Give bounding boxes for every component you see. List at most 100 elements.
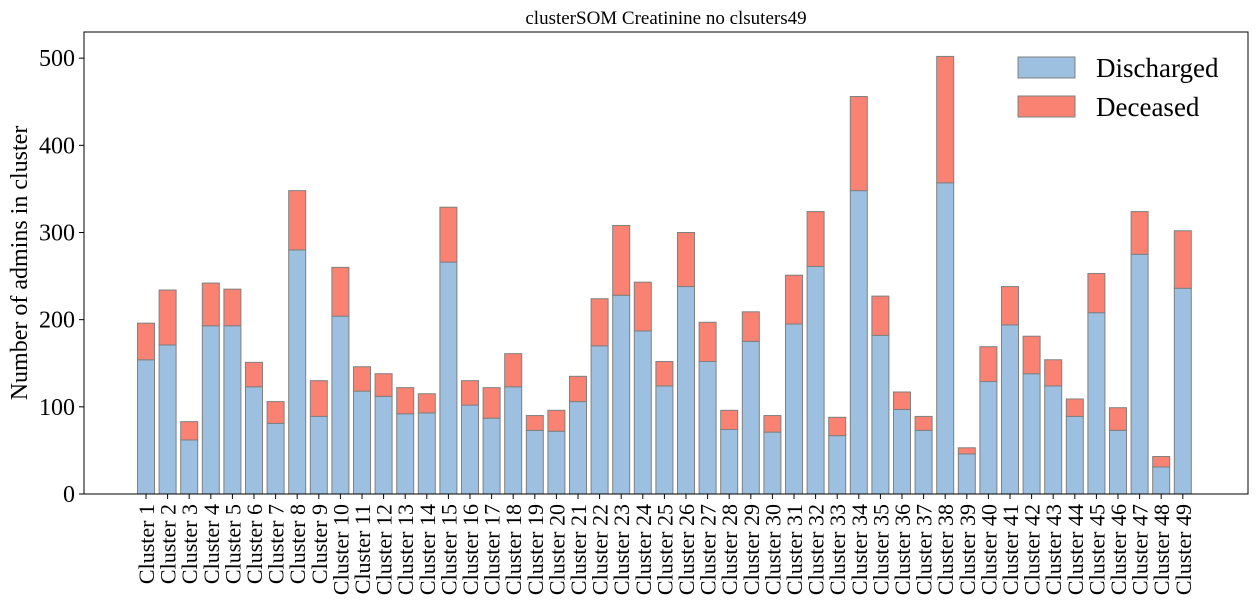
bar-discharged-38 [936, 182, 955, 495]
bar-discharged-3 [180, 439, 199, 495]
bar-deceased-35 [871, 295, 890, 336]
x-tick-label: Cluster 48 [1149, 504, 1174, 595]
x-tick-label: Cluster 8 [285, 504, 310, 584]
x-tick-label: Cluster 18 [501, 504, 526, 595]
x-tick-label: Cluster 20 [544, 504, 569, 595]
bar-deceased-46 [1109, 407, 1127, 431]
bar-discharged-31 [785, 323, 803, 495]
bar-discharged-29 [741, 340, 760, 495]
x-tick-label: Cluster 25 [652, 504, 677, 595]
x-tick-label: Cluster 46 [1106, 504, 1131, 595]
bar-discharged-18 [504, 386, 523, 495]
bar-discharged-13 [396, 413, 415, 495]
bar-deceased-27 [698, 321, 717, 363]
bar-discharged-14 [417, 412, 436, 495]
x-tick-label: Cluster 5 [220, 504, 245, 584]
x-tick-label: Cluster 24 [631, 504, 656, 595]
x-tick-label: Cluster 33 [825, 504, 850, 595]
bar-discharged-34 [849, 190, 868, 495]
x-tick-label: Cluster 12 [372, 504, 397, 595]
bar-discharged-17 [482, 417, 501, 495]
bar-discharged-49 [1173, 287, 1192, 495]
bar-deceased-19 [525, 415, 544, 431]
bar-deceased-5 [223, 288, 242, 327]
bar-deceased-28 [720, 409, 739, 431]
bar-deceased-14 [417, 393, 436, 414]
x-tick-label: Cluster 49 [1171, 504, 1196, 595]
chart-title: clusterSOM Creatinine no clsuters49 [525, 8, 806, 29]
bar-deceased-22 [590, 298, 609, 347]
bar-discharged-1 [137, 359, 155, 495]
bar-discharged-36 [893, 408, 911, 495]
plot-area [137, 55, 1192, 495]
bar-discharged-43 [1044, 385, 1063, 495]
bar-deceased-38 [936, 55, 955, 184]
bar-discharged-32 [806, 265, 825, 495]
bar-discharged-7 [266, 422, 285, 495]
bar-deceased-15 [439, 206, 458, 263]
bar-deceased-8 [288, 190, 307, 251]
bar-deceased-13 [396, 387, 415, 415]
x-tick-label: Cluster 26 [674, 504, 699, 595]
x-tick-label: Cluster 4 [199, 504, 224, 584]
x-tick-label: Cluster 29 [739, 504, 764, 595]
x-tick-label: Cluster 40 [976, 504, 1001, 595]
y-tick-label: 300 [39, 220, 75, 246]
x-tick-label: Cluster 14 [415, 504, 440, 595]
bar-discharged-44 [1065, 415, 1084, 495]
x-tick-label: Cluster 42 [1020, 504, 1045, 595]
plot-frame [83, 31, 1249, 495]
x-tick-label: Cluster 11 [350, 504, 375, 594]
legend-swatch-discharged [1017, 56, 1076, 79]
x-tick-label: Cluster 41 [998, 504, 1023, 595]
bar-deceased-48 [1152, 456, 1171, 468]
x-tick-label: Cluster 22 [588, 504, 613, 595]
bar-discharged-16 [461, 404, 479, 495]
bar-deceased-18 [504, 353, 523, 388]
x-tick-label: Cluster 34 [847, 504, 872, 595]
bar-discharged-12 [374, 395, 393, 495]
legend-label-deceased: Deceased [1096, 92, 1200, 122]
bar-deceased-41 [1001, 286, 1019, 326]
bar-deceased-42 [1022, 335, 1041, 375]
bar-deceased-44 [1065, 398, 1084, 417]
bar-deceased-20 [547, 409, 566, 432]
x-tick-label: Cluster 6 [242, 504, 267, 584]
bar-discharged-6 [245, 386, 263, 495]
x-tick-label: Cluster 32 [804, 504, 829, 595]
x-tick-label: Cluster 19 [523, 504, 548, 595]
x-tick-label: Cluster 23 [609, 504, 634, 595]
x-tick-label: Cluster 28 [717, 504, 742, 595]
bar-deceased-16 [461, 380, 479, 406]
bar-discharged-48 [1152, 466, 1171, 495]
bar-deceased-21 [569, 375, 587, 403]
bar-deceased-24 [633, 281, 652, 332]
legend: Discharged Deceased [1017, 53, 1219, 122]
bar-discharged-15 [439, 261, 458, 495]
x-tick-label: Cluster 10 [328, 504, 353, 595]
y-tick-label: 100 [39, 395, 75, 421]
y-tick-label: 200 [39, 308, 75, 334]
bar-deceased-33 [828, 416, 847, 437]
y-tick-label: 400 [39, 133, 75, 159]
x-tick-label: Cluster 30 [760, 504, 785, 595]
x-tick-label: Cluster 38 [933, 504, 958, 595]
bar-discharged-4 [201, 325, 220, 495]
bar-discharged-37 [914, 429, 933, 495]
bar-discharged-24 [633, 330, 652, 495]
x-tick-label: Cluster 1 [134, 504, 159, 584]
x-tick-label: Cluster 13 [393, 504, 418, 595]
bar-deceased-34 [849, 96, 868, 192]
x-tick-label: Cluster 7 [264, 504, 289, 584]
bar-discharged-10 [331, 315, 350, 495]
bar-deceased-43 [1044, 359, 1063, 387]
x-tick-label: Cluster 35 [868, 504, 893, 595]
bar-discharged-35 [871, 334, 890, 495]
bar-deceased-2 [158, 289, 177, 346]
x-tick-label: Cluster 43 [1041, 504, 1066, 595]
bar-discharged-30 [763, 431, 782, 495]
x-tick-label: Cluster 17 [480, 504, 505, 595]
bar-discharged-45 [1087, 312, 1106, 495]
x-tick-label: Cluster 21 [566, 504, 591, 595]
